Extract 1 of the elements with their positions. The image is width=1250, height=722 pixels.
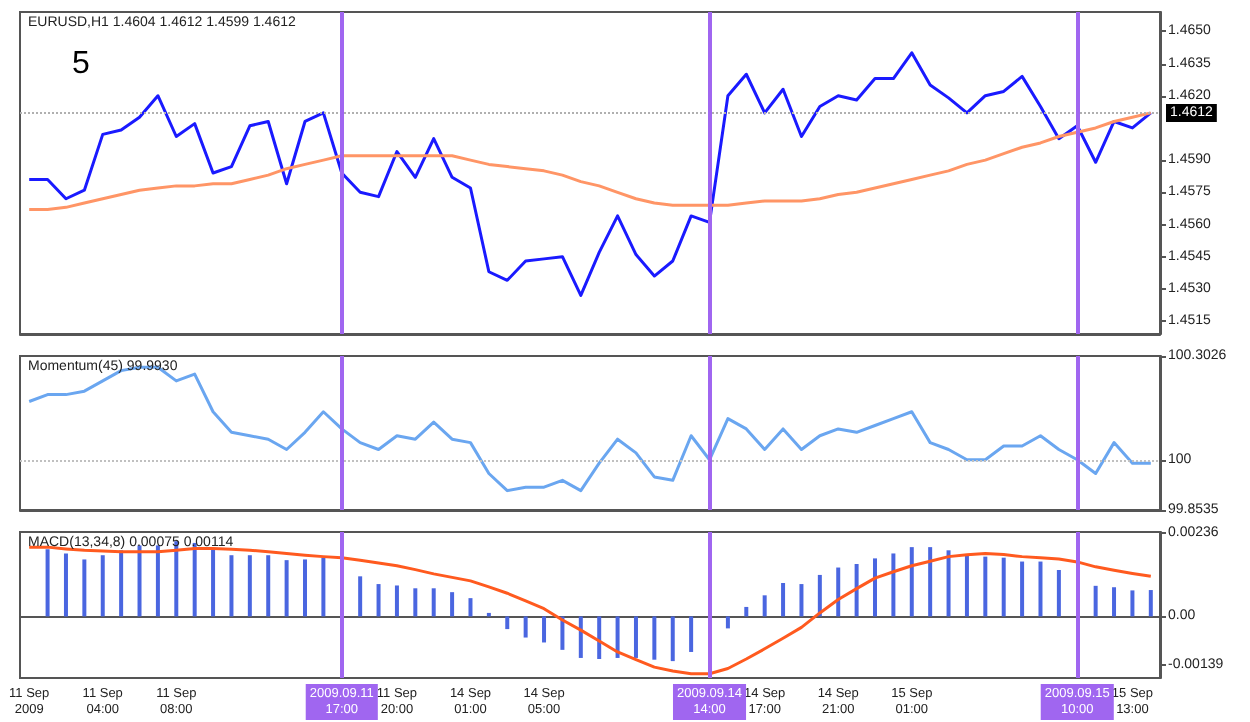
annotation: 5 [72, 47, 90, 81]
